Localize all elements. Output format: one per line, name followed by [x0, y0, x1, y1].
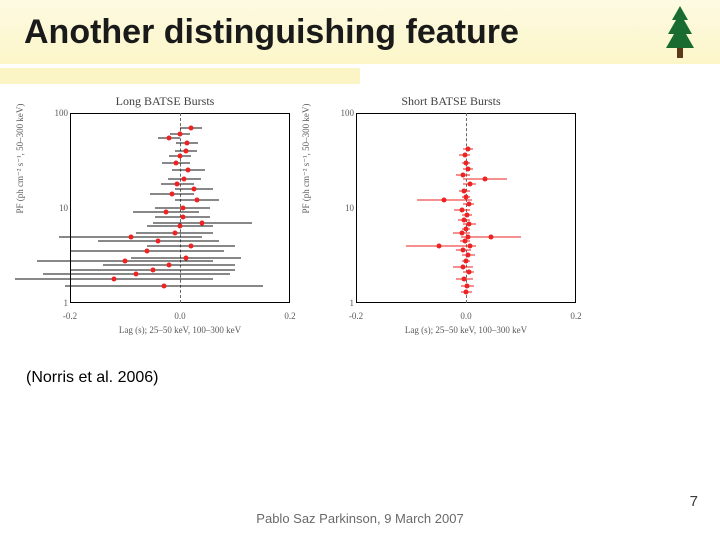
- data-point: [460, 264, 465, 269]
- chart-left-xlabel: Lag (s); 25–50 keV, 100–300 keV: [70, 325, 290, 335]
- data-point: [483, 177, 488, 182]
- data-point: [169, 192, 174, 197]
- ytick: 10: [336, 203, 354, 213]
- data-point: [461, 217, 466, 222]
- ytick: 100: [50, 108, 68, 118]
- data-point: [172, 230, 177, 235]
- page-title: Another distinguishing feature: [24, 13, 519, 52]
- data-point: [128, 234, 133, 239]
- data-point: [464, 160, 469, 165]
- data-point: [184, 141, 189, 146]
- data-point: [183, 148, 188, 153]
- data-point: [467, 181, 472, 186]
- xtick: 0.0: [174, 311, 185, 321]
- data-point: [156, 238, 161, 243]
- data-point: [465, 212, 470, 217]
- data-point: [189, 125, 194, 130]
- data-point: [186, 168, 191, 173]
- data-point: [134, 272, 139, 277]
- charts-row: Long BATSE Bursts PF (ph cm⁻² s⁻¹, 50–30…: [0, 94, 720, 343]
- xtick: 0.0: [460, 311, 471, 321]
- data-point: [460, 208, 465, 213]
- data-point: [112, 276, 117, 281]
- data-point: [464, 195, 469, 200]
- xtick: 0.2: [570, 311, 581, 321]
- data-point: [466, 166, 471, 171]
- data-point: [189, 243, 194, 248]
- data-point: [174, 160, 179, 165]
- data-point: [488, 234, 493, 239]
- data-point: [465, 146, 470, 151]
- data-point: [167, 135, 172, 140]
- data-point: [123, 258, 128, 263]
- ytick: 10: [50, 203, 68, 213]
- data-point: [442, 198, 447, 203]
- data-point: [462, 153, 467, 158]
- data-point: [194, 198, 199, 203]
- ytick: 100: [336, 108, 354, 118]
- data-point: [464, 258, 469, 263]
- data-point: [460, 173, 465, 178]
- data-point: [462, 238, 467, 243]
- data-point: [164, 210, 169, 215]
- chart-left-plot: PF (ph cm⁻² s⁻¹, 50–300 keV) Lag (s); 25…: [30, 113, 300, 343]
- tree-icon: [660, 4, 700, 60]
- data-point: [167, 263, 172, 268]
- data-point: [175, 181, 180, 186]
- chart-right: Short BATSE Bursts PF (ph cm⁻² s⁻¹, 50–3…: [316, 94, 586, 343]
- chart-right-plot: PF (ph cm⁻² s⁻¹, 50–300 keV) Lag (s); 25…: [316, 113, 586, 343]
- ytick: 1: [336, 298, 354, 308]
- data-point: [180, 215, 185, 220]
- data-point: [191, 186, 196, 191]
- chart-left-ylabel: PF (ph cm⁻² s⁻¹, 50–300 keV): [15, 104, 26, 214]
- chart-right-title: Short BATSE Bursts: [401, 94, 500, 109]
- data-point: [462, 276, 467, 281]
- data-point: [178, 223, 183, 228]
- data-point: [466, 202, 471, 207]
- chart-right-ylabel: PF (ph cm⁻² s⁻¹, 50–300 keV): [301, 104, 312, 214]
- data-point: [461, 248, 466, 253]
- data-point: [150, 268, 155, 273]
- data-point: [161, 284, 166, 289]
- data-point: [180, 206, 185, 211]
- data-point: [200, 220, 205, 225]
- data-point: [467, 221, 472, 226]
- xtick: -0.2: [349, 311, 363, 321]
- data-point: [466, 270, 471, 275]
- data-point: [464, 290, 469, 295]
- ytick: 1: [50, 298, 68, 308]
- data-point: [436, 243, 441, 248]
- data-point: [464, 227, 469, 232]
- chart-right-xlabel: Lag (s); 25–50 keV, 100–300 keV: [356, 325, 576, 335]
- data-point: [466, 253, 471, 258]
- citation-text: (Norris et al. 2006): [26, 369, 720, 387]
- chart-left-title: Long BATSE Bursts: [116, 94, 215, 109]
- chart-left: Long BATSE Bursts PF (ph cm⁻² s⁻¹, 50–30…: [30, 94, 300, 343]
- accent-bar: [0, 68, 360, 84]
- title-bar: Another distinguishing feature: [0, 0, 720, 64]
- xtick: -0.2: [63, 311, 77, 321]
- data-point: [465, 284, 470, 289]
- data-point: [178, 154, 183, 159]
- data-point: [178, 132, 183, 137]
- xtick: 0.2: [284, 311, 295, 321]
- data-point: [462, 189, 467, 194]
- footer-text: Pablo Saz Parkinson, 9 March 2007: [0, 511, 720, 526]
- page-number: 7: [690, 493, 698, 510]
- data-point: [145, 249, 150, 254]
- data-point: [182, 177, 187, 182]
